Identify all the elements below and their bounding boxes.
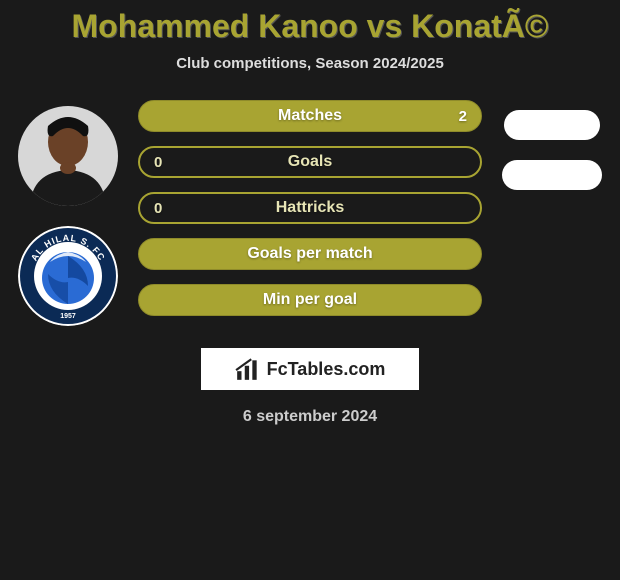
page-subtitle: Club competitions, Season 2024/2025 [8,55,612,72]
opponent-pill-1 [504,110,600,140]
footer-date: 6 september 2024 [8,408,612,426]
left-column: AL HILAL S. FC 1957 [8,100,128,326]
stats-column: Matches 2 0 Goals 0 Hattricks Goals per … [128,100,492,316]
content-row: AL HILAL S. FC 1957 Matches 2 0 Goals 0 … [8,100,612,326]
bar-chart-icon [235,356,261,382]
stat-label: Goals [288,153,332,171]
stat-left-value: 0 [154,154,162,171]
stat-bar-hattricks: 0 Hattricks [138,192,482,224]
stat-label: Min per goal [263,291,357,309]
branding-box: FcTables.com [201,348,419,390]
stat-bar-goals-per-match: Goals per match [138,238,482,270]
stat-label: Matches [278,107,342,125]
player-avatar [18,106,118,206]
club-badge-icon: AL HILAL S. FC 1957 [18,226,118,326]
stat-bar-min-per-goal: Min per goal [138,284,482,316]
right-column [492,100,612,190]
svg-text:1957: 1957 [60,313,76,320]
page-title: Mohammed Kanoo vs KonatÃ© [8,8,612,45]
stat-label: Hattricks [276,199,344,217]
branding-text: FcTables.com [267,359,386,380]
stat-label: Goals per match [247,245,372,263]
infographic-root: Mohammed Kanoo vs KonatÃ© Club competiti… [0,0,620,426]
stat-bar-matches: Matches 2 [138,100,482,132]
club-badge: AL HILAL S. FC 1957 [18,226,118,326]
player-silhouette-icon [18,106,118,206]
stat-left-value: 0 [154,200,162,217]
opponent-pill-2 [502,160,602,190]
stat-right-value: 2 [459,108,467,125]
stat-bar-goals: 0 Goals [138,146,482,178]
